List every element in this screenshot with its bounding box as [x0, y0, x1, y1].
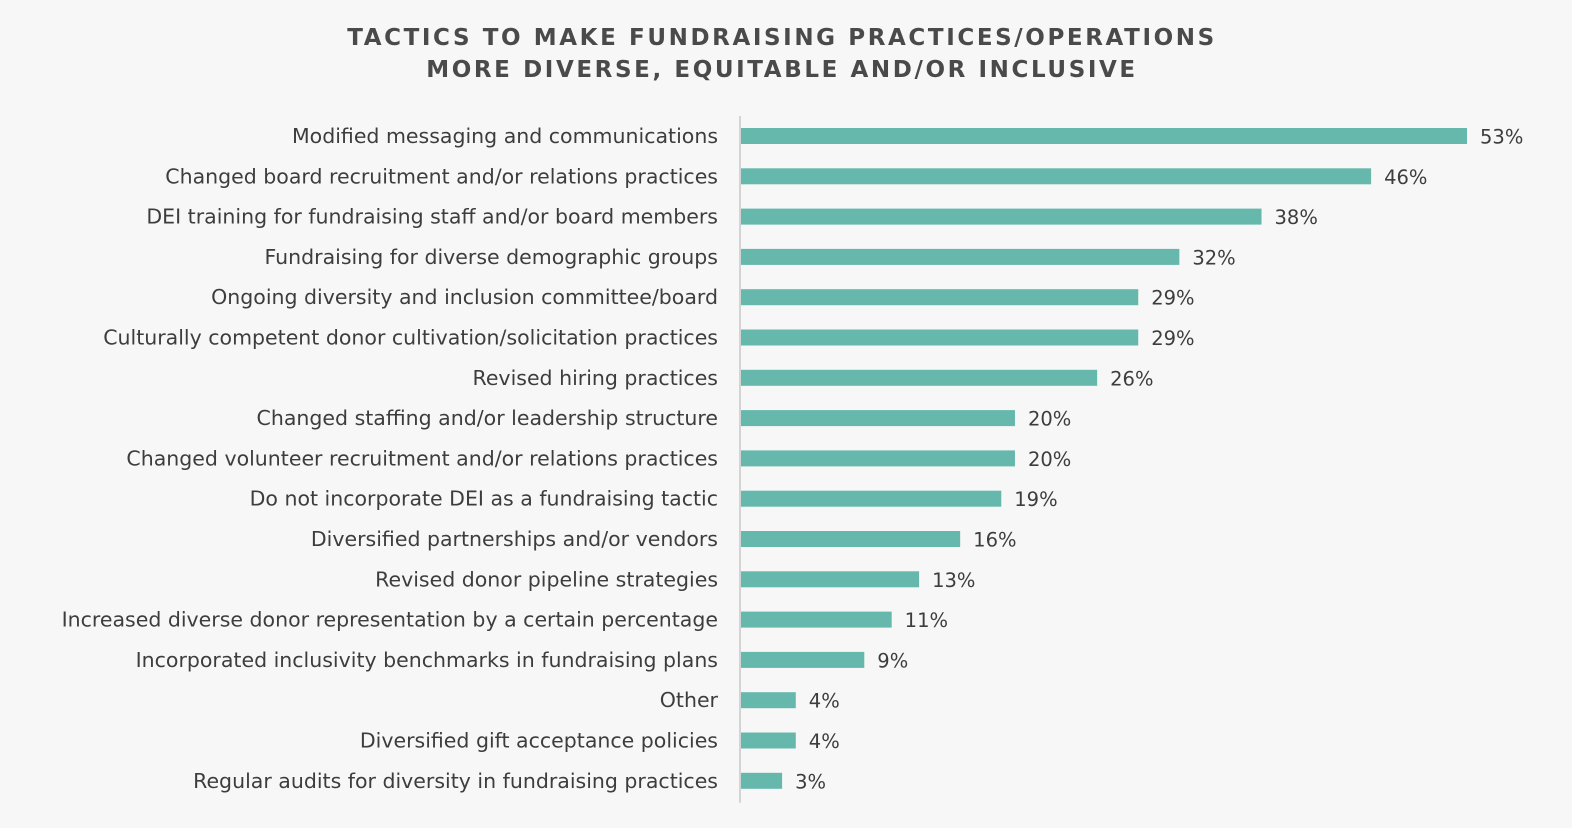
- chart-title-line-2: MORE DIVERSE, EQUITABLE AND/OR INCLUSIVE: [426, 57, 1138, 83]
- value-label: 32%: [1192, 246, 1235, 269]
- value-label: 26%: [1110, 367, 1153, 390]
- category-label: DEI training for fundraising staff and/o…: [146, 205, 718, 229]
- value-label: 20%: [1028, 448, 1071, 471]
- category-label: Revised donor pipeline strategies: [375, 567, 718, 591]
- category-label: Modified messaging and communications: [292, 124, 718, 148]
- category-label: Changed volunteer recruitment and/or rel…: [126, 446, 718, 470]
- category-label: Changed staffing and/or leadership struc…: [257, 406, 718, 430]
- category-label: Diversified partnerships and/or vendors: [311, 527, 718, 551]
- bar: [741, 611, 892, 628]
- category-label: Ongoing diversity and inclusion committe…: [211, 285, 718, 309]
- chart-title-line-1: TACTICS TO MAKE FUNDRAISING PRACTICES/OP…: [347, 25, 1217, 51]
- bar: [741, 168, 1372, 185]
- category-label: Culturally competent donor cultivation/s…: [103, 326, 718, 350]
- bar: [741, 571, 920, 588]
- bar: [741, 692, 796, 709]
- category-label: Other: [660, 688, 719, 712]
- value-label: 4%: [809, 730, 840, 753]
- value-label: 19%: [1014, 488, 1057, 511]
- category-label: Do not incorporate DEI as a fundraising …: [250, 487, 718, 511]
- chart-title: TACTICS TO MAKE FUNDRAISING PRACTICES/OP…: [0, 22, 1564, 86]
- value-label: 20%: [1028, 408, 1071, 431]
- bar: [741, 289, 1139, 306]
- value-label: 53%: [1480, 126, 1523, 149]
- bar: [741, 732, 796, 749]
- category-label: Increased diverse donor representation b…: [62, 608, 718, 632]
- bar: [741, 410, 1015, 427]
- bar: [741, 450, 1015, 467]
- value-label: 29%: [1151, 287, 1194, 310]
- value-label: 9%: [877, 649, 908, 672]
- category-label: Incorporated inclusivity benchmarks in f…: [136, 648, 718, 672]
- value-label: 11%: [905, 609, 948, 632]
- value-label: 38%: [1275, 206, 1318, 229]
- category-label: Fundraising for diverse demographic grou…: [265, 245, 719, 269]
- bar: [741, 208, 1262, 225]
- bar: [741, 248, 1180, 265]
- category-label: Changed board recruitment and/or relatio…: [165, 164, 718, 188]
- bar: [741, 490, 1002, 507]
- category-label: Revised hiring practices: [473, 366, 719, 390]
- bar: [741, 651, 865, 668]
- category-label: Diversified gift acceptance policies: [360, 729, 718, 753]
- value-label: 3%: [795, 770, 826, 793]
- bar: [741, 531, 961, 547]
- value-label: 4%: [809, 690, 840, 713]
- bar: [741, 369, 1098, 386]
- category-label: Regular audits for diversity in fundrais…: [193, 769, 718, 793]
- value-label: 46%: [1384, 166, 1427, 189]
- value-label: 13%: [932, 569, 975, 592]
- value-label: 16%: [973, 529, 1016, 552]
- bar: [741, 128, 1467, 144]
- bar: [741, 772, 783, 789]
- bar: [741, 329, 1139, 346]
- value-label: 29%: [1151, 327, 1194, 350]
